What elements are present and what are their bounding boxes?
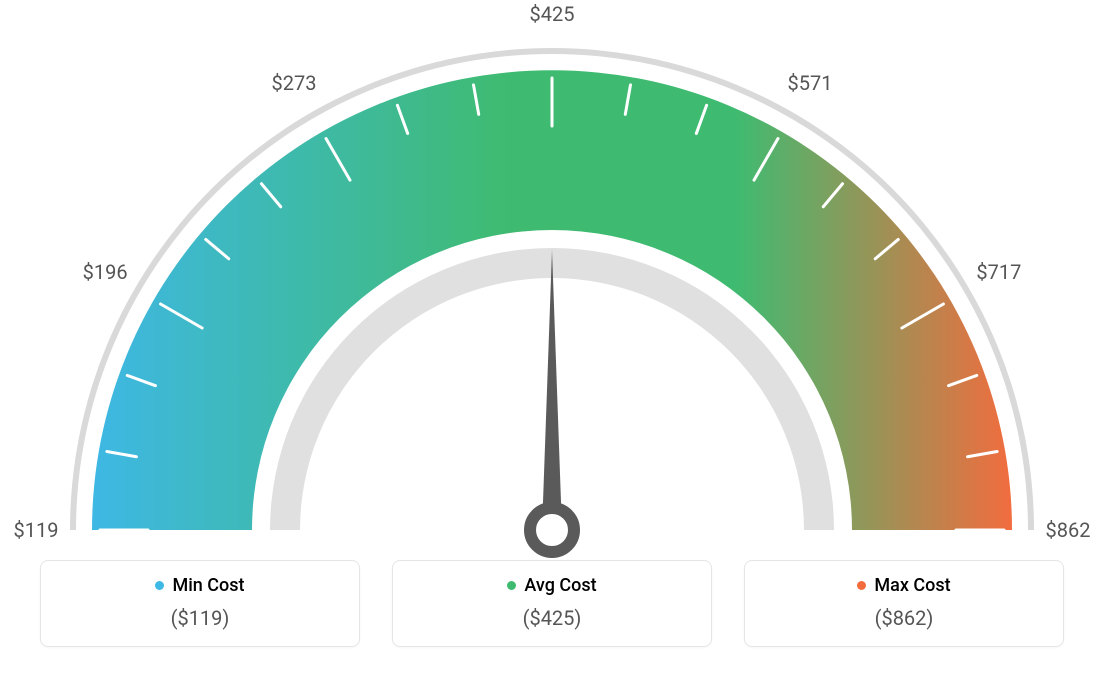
legend-value-min: ($119) [41,606,359,630]
legend-label-min: Min Cost [172,575,244,596]
legend-value-max: ($862) [745,606,1063,630]
legend-label-avg: Avg Cost [524,575,596,596]
gauge-tick-label: $862 [1046,518,1091,542]
legend-card-avg: Avg Cost ($425) [392,560,712,647]
legend-label-max: Max Cost [874,575,950,596]
legend-title-avg: Avg Cost [507,575,596,596]
gauge-tick-label: $196 [83,260,128,284]
gauge-tick-label: $273 [272,71,317,95]
legend-value-avg: ($425) [393,606,711,630]
gauge-svg [0,0,1104,560]
legend-dot-min [155,581,164,590]
gauge-tick-label: $425 [530,2,575,26]
legend-title-min: Min Cost [155,575,244,596]
legend-card-min: Min Cost ($119) [40,560,360,647]
legend-dot-avg [507,581,516,590]
legend-row: Min Cost ($119) Avg Cost ($425) Max Cost… [0,560,1104,647]
gauge-tick-label: $571 [788,71,833,95]
gauge-tick-label: $717 [976,260,1021,284]
legend-dot-max [857,581,866,590]
gauge-tick-label: $119 [14,518,59,542]
legend-card-max: Max Cost ($862) [744,560,1064,647]
legend-title-max: Max Cost [857,575,950,596]
gauge-chart: $119 $196 $273 $425 $571 $717 $862 [0,0,1104,560]
